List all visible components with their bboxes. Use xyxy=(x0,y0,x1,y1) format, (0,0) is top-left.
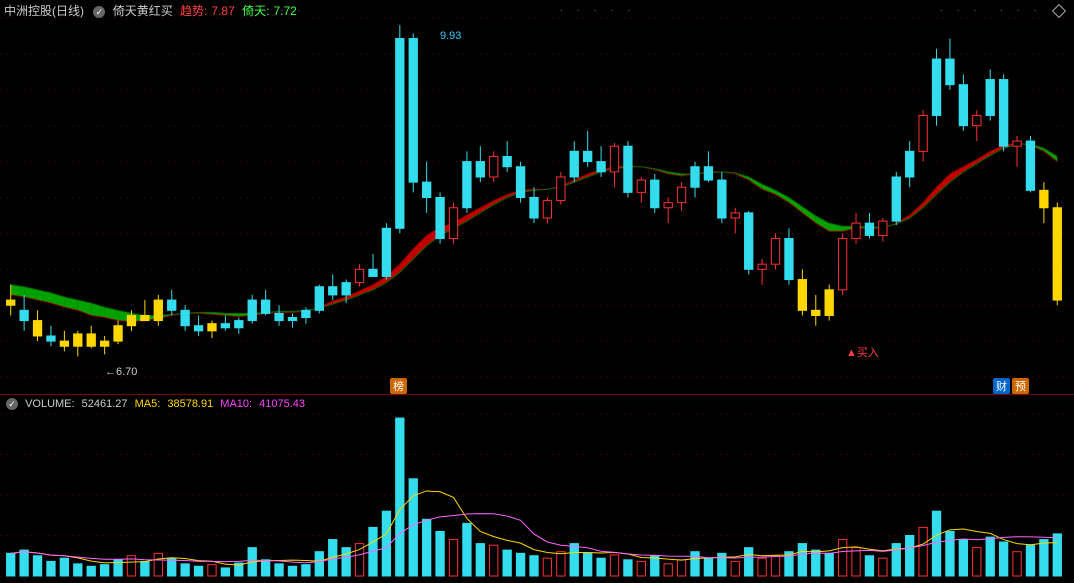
volume-value: 52461.27 xyxy=(82,398,128,410)
cai-badge[interactable]: 财 xyxy=(993,378,1010,394)
ma10-label: MA10: xyxy=(220,398,252,410)
bang-badge[interactable]: 榜 xyxy=(390,378,407,394)
trend-value: 7.87 xyxy=(211,4,234,18)
yitian-label: 倚天: xyxy=(242,4,269,18)
indicator-dots-3: · · · xyxy=(940,6,982,15)
candlestick-svg xyxy=(0,0,1074,395)
indicator-dots-4: · · · xyxy=(1000,6,1042,15)
volume-label: VOLUME: xyxy=(25,398,75,410)
main-price-chart[interactable]: 中洲控股(日线) ✓ 倚天黄红买 趋势: 7.87 倚天: 7.72 · · · ·… xyxy=(0,0,1074,395)
yu-badge[interactable]: 预 xyxy=(1012,378,1029,394)
indicator-dots-2: · · · · · xyxy=(560,6,636,15)
ma5-label: MA5: xyxy=(135,398,161,410)
buy-signal-marker: ▲买入 xyxy=(846,344,879,360)
yitian-value: 7.72 xyxy=(273,4,296,18)
ma10-value: 41075.43 xyxy=(259,398,305,410)
chart-header: 中洲控股(日线) ✓ 倚天黄红买 趋势: 7.87 倚天: 7.72 xyxy=(4,2,301,19)
vol-badge-icon: ✓ xyxy=(6,398,18,410)
high-price-label: 9.93 xyxy=(440,30,461,42)
ma5-value: 38578.91 xyxy=(167,398,213,410)
volume-chart[interactable]: ✓ VOLUME: 52461.27 MA5: 38578.91 MA10: 4… xyxy=(0,396,1074,578)
low-price-label: ←6.70 xyxy=(105,366,137,378)
stock-name: 中洲控股(日线) xyxy=(4,4,84,18)
indicator-name: 倚天黄红买 xyxy=(113,4,173,18)
volume-header: ✓ VOLUME: 52461.27 MA5: 38578.91 MA10: 4… xyxy=(4,398,309,410)
badge-icon: ✓ xyxy=(93,6,105,18)
trend-label: 趋势: xyxy=(180,4,207,18)
volume-svg xyxy=(0,396,1074,578)
chart-container: 中洲控股(日线) ✓ 倚天黄红买 趋势: 7.87 倚天: 7.72 · · · ·… xyxy=(0,0,1074,578)
